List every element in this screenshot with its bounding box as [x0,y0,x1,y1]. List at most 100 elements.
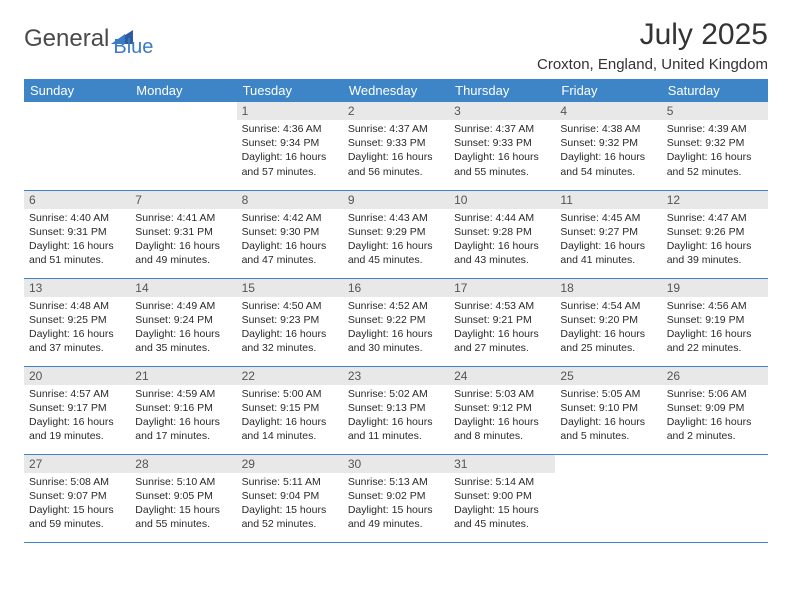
day-number: 1 [237,102,343,120]
calendar-row: 27Sunrise: 5:08 AMSunset: 9:07 PMDayligh… [24,454,768,542]
calendar-cell: 28Sunrise: 5:10 AMSunset: 9:05 PMDayligh… [130,454,236,542]
day-header: Thursday [449,79,555,102]
day-details: Sunrise: 4:40 AMSunset: 9:31 PMDaylight:… [24,209,130,272]
day-details: Sunrise: 4:57 AMSunset: 9:17 PMDaylight:… [24,385,130,448]
day-number: 14 [130,279,236,297]
calendar-cell: 26Sunrise: 5:06 AMSunset: 9:09 PMDayligh… [662,366,768,454]
day-details: Sunrise: 4:48 AMSunset: 9:25 PMDaylight:… [24,297,130,360]
calendar-cell: 3Sunrise: 4:37 AMSunset: 9:33 PMDaylight… [449,102,555,190]
calendar-cell: 6Sunrise: 4:40 AMSunset: 9:31 PMDaylight… [24,190,130,278]
day-details: Sunrise: 5:14 AMSunset: 9:00 PMDaylight:… [449,473,555,536]
calendar-cell [662,454,768,542]
day-number: 29 [237,455,343,473]
title-block: July 2025 Croxton, England, United Kingd… [537,18,768,73]
calendar-cell: 30Sunrise: 5:13 AMSunset: 9:02 PMDayligh… [343,454,449,542]
day-number: 5 [662,102,768,120]
calendar-cell: 13Sunrise: 4:48 AMSunset: 9:25 PMDayligh… [24,278,130,366]
logo-text-blue: Blue [113,36,153,59]
day-number: 24 [449,367,555,385]
day-details: Sunrise: 5:00 AMSunset: 9:15 PMDaylight:… [237,385,343,448]
day-number: 22 [237,367,343,385]
calendar-cell: 15Sunrise: 4:50 AMSunset: 9:23 PMDayligh… [237,278,343,366]
month-title: July 2025 [537,18,768,52]
day-number: 11 [555,191,661,209]
day-details: Sunrise: 5:05 AMSunset: 9:10 PMDaylight:… [555,385,661,448]
calendar-cell: 10Sunrise: 4:44 AMSunset: 9:28 PMDayligh… [449,190,555,278]
day-details: Sunrise: 4:42 AMSunset: 9:30 PMDaylight:… [237,209,343,272]
day-details: Sunrise: 4:41 AMSunset: 9:31 PMDaylight:… [130,209,236,272]
day-header: Sunday [24,79,130,102]
calendar-cell: 22Sunrise: 5:00 AMSunset: 9:15 PMDayligh… [237,366,343,454]
day-number: 7 [130,191,236,209]
day-number: 21 [130,367,236,385]
calendar-cell: 7Sunrise: 4:41 AMSunset: 9:31 PMDaylight… [130,190,236,278]
calendar-cell [130,102,236,190]
calendar-cell: 17Sunrise: 4:53 AMSunset: 9:21 PMDayligh… [449,278,555,366]
day-number: 28 [130,455,236,473]
calendar-row: 6Sunrise: 4:40 AMSunset: 9:31 PMDaylight… [24,190,768,278]
day-number: 27 [24,455,130,473]
day-number: 16 [343,279,449,297]
day-details: Sunrise: 4:56 AMSunset: 9:19 PMDaylight:… [662,297,768,360]
day-number: 26 [662,367,768,385]
day-number: 13 [24,279,130,297]
day-details: Sunrise: 4:47 AMSunset: 9:26 PMDaylight:… [662,209,768,272]
day-header: Friday [555,79,661,102]
calendar-cell: 25Sunrise: 5:05 AMSunset: 9:10 PMDayligh… [555,366,661,454]
calendar-cell: 1Sunrise: 4:36 AMSunset: 9:34 PMDaylight… [237,102,343,190]
day-details: Sunrise: 4:38 AMSunset: 9:32 PMDaylight:… [555,120,661,183]
day-number: 10 [449,191,555,209]
calendar-cell: 21Sunrise: 4:59 AMSunset: 9:16 PMDayligh… [130,366,236,454]
day-details: Sunrise: 4:44 AMSunset: 9:28 PMDaylight:… [449,209,555,272]
day-number: 18 [555,279,661,297]
calendar-cell [555,454,661,542]
day-details: Sunrise: 5:02 AMSunset: 9:13 PMDaylight:… [343,385,449,448]
calendar-cell: 24Sunrise: 5:03 AMSunset: 9:12 PMDayligh… [449,366,555,454]
day-number: 30 [343,455,449,473]
day-details: Sunrise: 4:52 AMSunset: 9:22 PMDaylight:… [343,297,449,360]
logo-text-general: General [24,25,109,53]
day-number: 12 [662,191,768,209]
day-number: 3 [449,102,555,120]
day-header: Monday [130,79,236,102]
day-number: 9 [343,191,449,209]
day-details: Sunrise: 5:11 AMSunset: 9:04 PMDaylight:… [237,473,343,536]
day-details: Sunrise: 4:36 AMSunset: 9:34 PMDaylight:… [237,120,343,183]
day-number: 23 [343,367,449,385]
calendar-row: 1Sunrise: 4:36 AMSunset: 9:34 PMDaylight… [24,102,768,190]
calendar-row: 20Sunrise: 4:57 AMSunset: 9:17 PMDayligh… [24,366,768,454]
day-details: Sunrise: 5:03 AMSunset: 9:12 PMDaylight:… [449,385,555,448]
logo: General Blue [24,18,153,59]
day-number: 17 [449,279,555,297]
day-details: Sunrise: 4:59 AMSunset: 9:16 PMDaylight:… [130,385,236,448]
day-details: Sunrise: 5:06 AMSunset: 9:09 PMDaylight:… [662,385,768,448]
day-header: Tuesday [237,79,343,102]
calendar-cell: 4Sunrise: 4:38 AMSunset: 9:32 PMDaylight… [555,102,661,190]
day-details: Sunrise: 4:50 AMSunset: 9:23 PMDaylight:… [237,297,343,360]
calendar-cell: 18Sunrise: 4:54 AMSunset: 9:20 PMDayligh… [555,278,661,366]
day-number: 2 [343,102,449,120]
calendar-cell: 11Sunrise: 4:45 AMSunset: 9:27 PMDayligh… [555,190,661,278]
location: Croxton, England, United Kingdom [537,56,768,73]
day-header-row: SundayMondayTuesdayWednesdayThursdayFrid… [24,79,768,102]
calendar-cell: 12Sunrise: 4:47 AMSunset: 9:26 PMDayligh… [662,190,768,278]
day-details: Sunrise: 4:43 AMSunset: 9:29 PMDaylight:… [343,209,449,272]
day-number: 8 [237,191,343,209]
day-details: Sunrise: 4:54 AMSunset: 9:20 PMDaylight:… [555,297,661,360]
day-number: 20 [24,367,130,385]
day-details: Sunrise: 5:10 AMSunset: 9:05 PMDaylight:… [130,473,236,536]
day-number: 25 [555,367,661,385]
calendar-cell: 16Sunrise: 4:52 AMSunset: 9:22 PMDayligh… [343,278,449,366]
day-details: Sunrise: 4:37 AMSunset: 9:33 PMDaylight:… [449,120,555,183]
calendar-cell: 5Sunrise: 4:39 AMSunset: 9:32 PMDaylight… [662,102,768,190]
day-number: 6 [24,191,130,209]
calendar-body: 1Sunrise: 4:36 AMSunset: 9:34 PMDaylight… [24,102,768,542]
calendar-cell: 9Sunrise: 4:43 AMSunset: 9:29 PMDaylight… [343,190,449,278]
calendar-cell: 29Sunrise: 5:11 AMSunset: 9:04 PMDayligh… [237,454,343,542]
day-header: Wednesday [343,79,449,102]
calendar-cell: 8Sunrise: 4:42 AMSunset: 9:30 PMDaylight… [237,190,343,278]
calendar-cell: 27Sunrise: 5:08 AMSunset: 9:07 PMDayligh… [24,454,130,542]
calendar-cell: 20Sunrise: 4:57 AMSunset: 9:17 PMDayligh… [24,366,130,454]
calendar-cell: 14Sunrise: 4:49 AMSunset: 9:24 PMDayligh… [130,278,236,366]
day-header: Saturday [662,79,768,102]
